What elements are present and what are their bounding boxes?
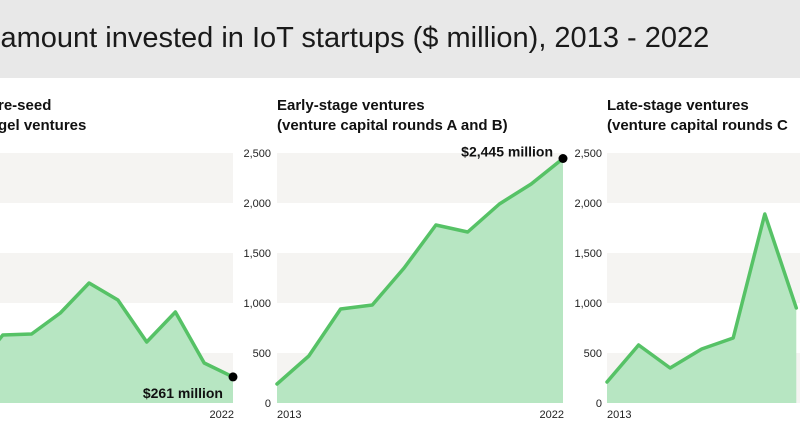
- grid-band: [0, 253, 233, 303]
- y-tick-label: 0: [596, 398, 602, 410]
- y-tick-label: 1,500: [243, 248, 271, 260]
- annotation-dot: [228, 372, 238, 382]
- y-tick-label: 500: [584, 348, 602, 360]
- x-tick-label: 2013: [277, 409, 301, 421]
- panel-title-line: (venture capital rounds C: [607, 117, 788, 134]
- series-line: [0, 281, 235, 379]
- panel-title-late-stage: Late-stage ventures (venture capital rou…: [607, 96, 788, 136]
- x-tick-label: 2022: [210, 409, 234, 421]
- panel-title-line: (venture capital rounds A and B): [277, 117, 508, 134]
- y-tick-label: 2,500: [243, 148, 271, 160]
- panel-title-line: Early-stage ventures: [277, 97, 425, 114]
- grid-band: [0, 203, 233, 253]
- series-line: [605, 212, 799, 384]
- y-tick-label: 2,000: [574, 198, 602, 210]
- series-area: [277, 158, 563, 403]
- panel-title-line: gel ventures: [0, 117, 87, 134]
- x-tick-label: 2022: [540, 409, 564, 421]
- title-band: l amount invested in IoT startups ($ mil…: [0, 0, 800, 78]
- grid-band: [607, 153, 800, 203]
- panel-title-pre-seed: re-seed gel ventures: [0, 96, 86, 136]
- panel-title-early-stage: Early-stage ventures (venture capital ro…: [277, 96, 508, 136]
- x-tick-label: 2013: [607, 409, 631, 421]
- annotation-label: $2,445 million: [461, 144, 553, 160]
- annotation-dot: [558, 154, 568, 163]
- panel-title-line: re-seed: [0, 97, 52, 114]
- y-tick-label: 1,000: [574, 298, 602, 310]
- y-tick-label: 2,000: [243, 198, 271, 210]
- y-tick-label: 1,500: [574, 248, 602, 260]
- series-line: [275, 156, 565, 386]
- y-tick-label: 500: [253, 348, 271, 360]
- y-tick-label: 0: [265, 398, 271, 410]
- page-title: l amount invested in IoT startups ($ mil…: [0, 22, 710, 54]
- annotation-label: $261 million: [143, 385, 223, 401]
- panel-title-line: Late-stage ventures: [607, 97, 749, 114]
- series-area: [607, 214, 797, 403]
- y-tick-label: 1,000: [243, 298, 271, 310]
- y-tick-label: 2,500: [574, 148, 602, 160]
- grid-band: [0, 153, 233, 203]
